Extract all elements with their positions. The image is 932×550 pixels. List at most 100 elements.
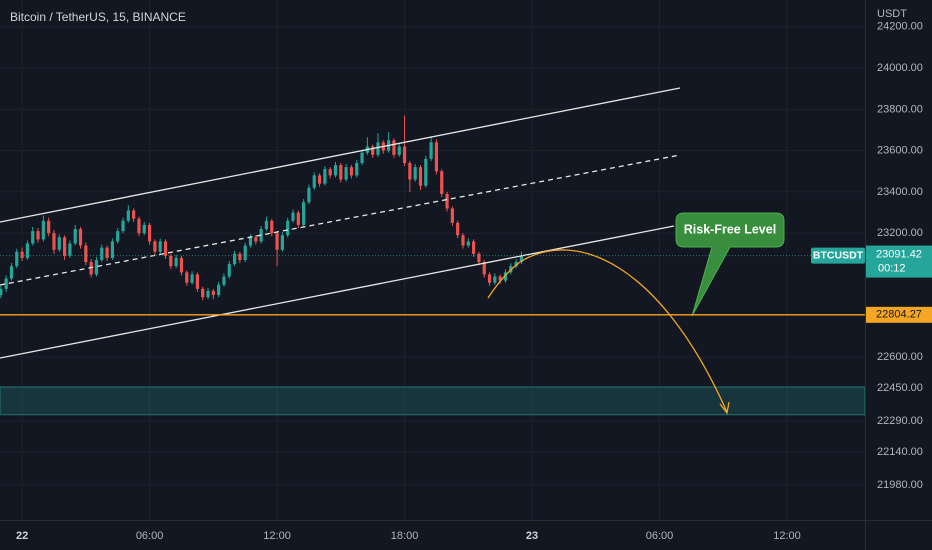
- projection-arrow: [519, 249, 728, 413]
- y-tick-label: 23200.00: [877, 227, 923, 239]
- candle-body: [84, 245, 88, 263]
- candle-body: [158, 241, 162, 252]
- candle-body: [456, 222, 460, 236]
- zone: [0, 386, 866, 416]
- x-tick-label: 06:00: [646, 530, 674, 542]
- candle-body: [232, 253, 237, 265]
- candle-body: [169, 255, 173, 267]
- symbol-badge: [811, 247, 865, 264]
- y-tick-label: 22290.00: [877, 415, 923, 427]
- candle-body: [344, 167, 348, 180]
- candle-body: [105, 247, 109, 258]
- candle-body: [339, 165, 343, 180]
- candle-body: [57, 237, 61, 250]
- candle-body: [424, 158, 428, 186]
- candle-body: [62, 237, 67, 256]
- candle-body: [89, 262, 93, 275]
- countdown: 00:12: [878, 262, 906, 274]
- candle-body: [195, 274, 199, 289]
- candle-body: [100, 247, 104, 260]
- arrow-lead: [487, 261, 521, 299]
- candle-body: [397, 146, 401, 155]
- candle-body: [110, 241, 114, 258]
- candle-body: [68, 243, 72, 256]
- candle-body: [211, 290, 215, 296]
- candle-body: [227, 264, 231, 277]
- x-tick-label: 12:00: [773, 530, 801, 542]
- candle-body: [153, 241, 157, 252]
- candles: [0, 115, 524, 301]
- candle-body: [31, 231, 35, 244]
- callout-text: Risk-Free Level: [684, 222, 776, 236]
- candle-body: [333, 165, 338, 176]
- candle-body: [275, 233, 279, 250]
- candle-body: [270, 220, 274, 234]
- candle-body: [126, 210, 130, 221]
- candle-body: [312, 175, 316, 188]
- candle-body: [20, 251, 24, 258]
- x-tick-label: 22: [16, 530, 28, 542]
- candle-body: [286, 220, 290, 236]
- candle-body: [503, 272, 508, 281]
- candle-body: [132, 210, 136, 219]
- candle-body: [434, 142, 439, 172]
- candle-body: [280, 235, 284, 250]
- x-tick-label: 23: [526, 530, 538, 542]
- axes: 24200.00 24000.00 23800.00 23600.00 23400.00…: [16, 21, 932, 542]
- candle-body: [248, 237, 253, 246]
- last-price-badge: [866, 245, 932, 278]
- candle-body: [137, 218, 141, 234]
- candle-body: [302, 202, 306, 225]
- y-tick-label: 24000.00: [877, 62, 923, 74]
- candle-body: [36, 231, 40, 240]
- y-tick-label: 23800.00: [877, 103, 923, 115]
- channel-upper: [0, 87, 681, 223]
- candle-body: [222, 276, 226, 285]
- candle-body: [15, 251, 19, 267]
- candle-body: [376, 142, 380, 155]
- candle-body: [254, 237, 258, 242]
- candle-body: [0, 288, 3, 296]
- candle-body: [317, 175, 322, 184]
- overlay: [0, 255, 865, 316]
- candle-body: [445, 193, 449, 209]
- candle-body: [519, 255, 524, 263]
- candle-body: [413, 167, 417, 180]
- candle-body: [296, 212, 300, 225]
- candle-body: [9, 266, 14, 279]
- candle-body: [440, 171, 444, 194]
- candle-body: [392, 140, 396, 155]
- candle-body: [472, 241, 476, 254]
- y-tick-label: 24200.00: [877, 21, 923, 33]
- last-price-label: 23091.42: [876, 248, 922, 260]
- candle-body: [466, 241, 470, 246]
- candle-body: [482, 262, 486, 275]
- candle-body: [41, 220, 45, 240]
- candle-body: [142, 224, 146, 234]
- candle-body: [355, 163, 359, 176]
- candle-body: [429, 142, 433, 159]
- candle-body: [450, 208, 454, 223]
- candle-body: [349, 167, 354, 176]
- candle-body: [493, 276, 497, 283]
- candle-body: [217, 284, 221, 296]
- candle-body: [307, 187, 311, 203]
- candle-body: [121, 220, 125, 232]
- candle-body: [360, 152, 364, 164]
- candle-body: [291, 212, 295, 221]
- channel-lower: [0, 225, 675, 359]
- x-tick-label: 18:00: [391, 530, 419, 542]
- candle-body: [163, 241, 168, 256]
- candle-body: [328, 169, 332, 176]
- candle-body: [461, 235, 465, 246]
- candle-body: [402, 146, 407, 164]
- candle-body: [185, 272, 189, 283]
- callout: [675, 212, 785, 317]
- price-line-label: 22804.27: [876, 309, 922, 321]
- arrow-head: [719, 401, 730, 415]
- candle-body: [116, 231, 120, 242]
- candle-body: [179, 257, 184, 273]
- axis-unit: USDT: [877, 8, 907, 20]
- candle-body: [78, 229, 83, 246]
